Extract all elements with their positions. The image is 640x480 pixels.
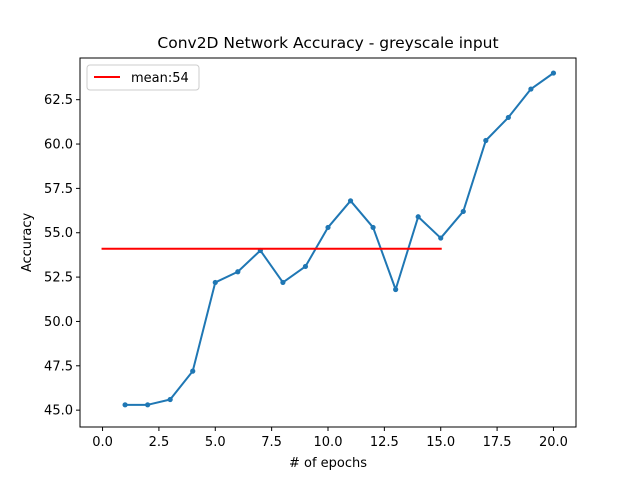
data-point <box>325 224 331 231</box>
data-point <box>370 224 376 231</box>
x-tick-label: 2.5 <box>149 435 170 450</box>
data-point <box>190 368 196 374</box>
y-tick-label: 52.5 <box>44 271 73 286</box>
data-point <box>393 286 399 293</box>
x-tick-label: 17.5 <box>483 435 512 450</box>
x-tick-label: 20.0 <box>539 435 568 450</box>
legend: mean:54 <box>86 64 200 91</box>
x-axis-label: # of epochs <box>289 456 367 471</box>
data-point <box>122 402 128 408</box>
data-point <box>212 279 218 286</box>
plot-frame <box>79 57 577 428</box>
series-line-0 <box>124 71 555 406</box>
y-tick-label: 50.0 <box>44 315 73 330</box>
legend-box <box>86 64 200 91</box>
y-tick-label: 45.0 <box>44 404 73 419</box>
data-point <box>460 208 466 215</box>
x-tick-label: 10.0 <box>314 435 343 450</box>
x-tick-label: 12.5 <box>370 435 399 450</box>
y-tick-label: 47.5 <box>44 359 73 374</box>
legend-label-mean: mean:54 <box>131 71 189 86</box>
x-tick-label: 15.0 <box>426 435 455 450</box>
data-point <box>280 279 286 286</box>
x-tick-label: 0.0 <box>92 435 113 450</box>
data-point <box>483 137 489 144</box>
plot-marks <box>101 70 557 408</box>
x-tick-label: 5.0 <box>205 435 226 450</box>
y-axis-label: Accuracy <box>20 213 35 273</box>
y-tick-label: 62.5 <box>44 93 73 108</box>
data-point <box>302 263 309 270</box>
x-tick-label: 7.5 <box>261 435 282 450</box>
y-axis-ticks: 45.0 47.5 50.0 52.5 55.0 57.5 60.0 62.5 <box>44 93 80 419</box>
data-point <box>347 198 354 204</box>
chart-title: Conv2D Network Accuracy - greyscale inpu… <box>157 34 498 52</box>
x-axis-ticks: 0.0 2.5 5.0 7.5 10.0 12.5 15.0 17.5 20.0 <box>92 427 568 450</box>
data-point <box>167 396 173 403</box>
data-point <box>145 402 151 408</box>
data-point <box>415 214 421 220</box>
y-tick-label: 55.0 <box>44 226 73 241</box>
data-point <box>528 86 534 92</box>
data-point <box>505 114 511 121</box>
data-point <box>438 235 444 241</box>
data-point <box>235 269 241 275</box>
y-tick-label: 60.0 <box>44 138 73 153</box>
data-point <box>550 70 557 76</box>
y-tick-label: 57.5 <box>44 182 73 197</box>
